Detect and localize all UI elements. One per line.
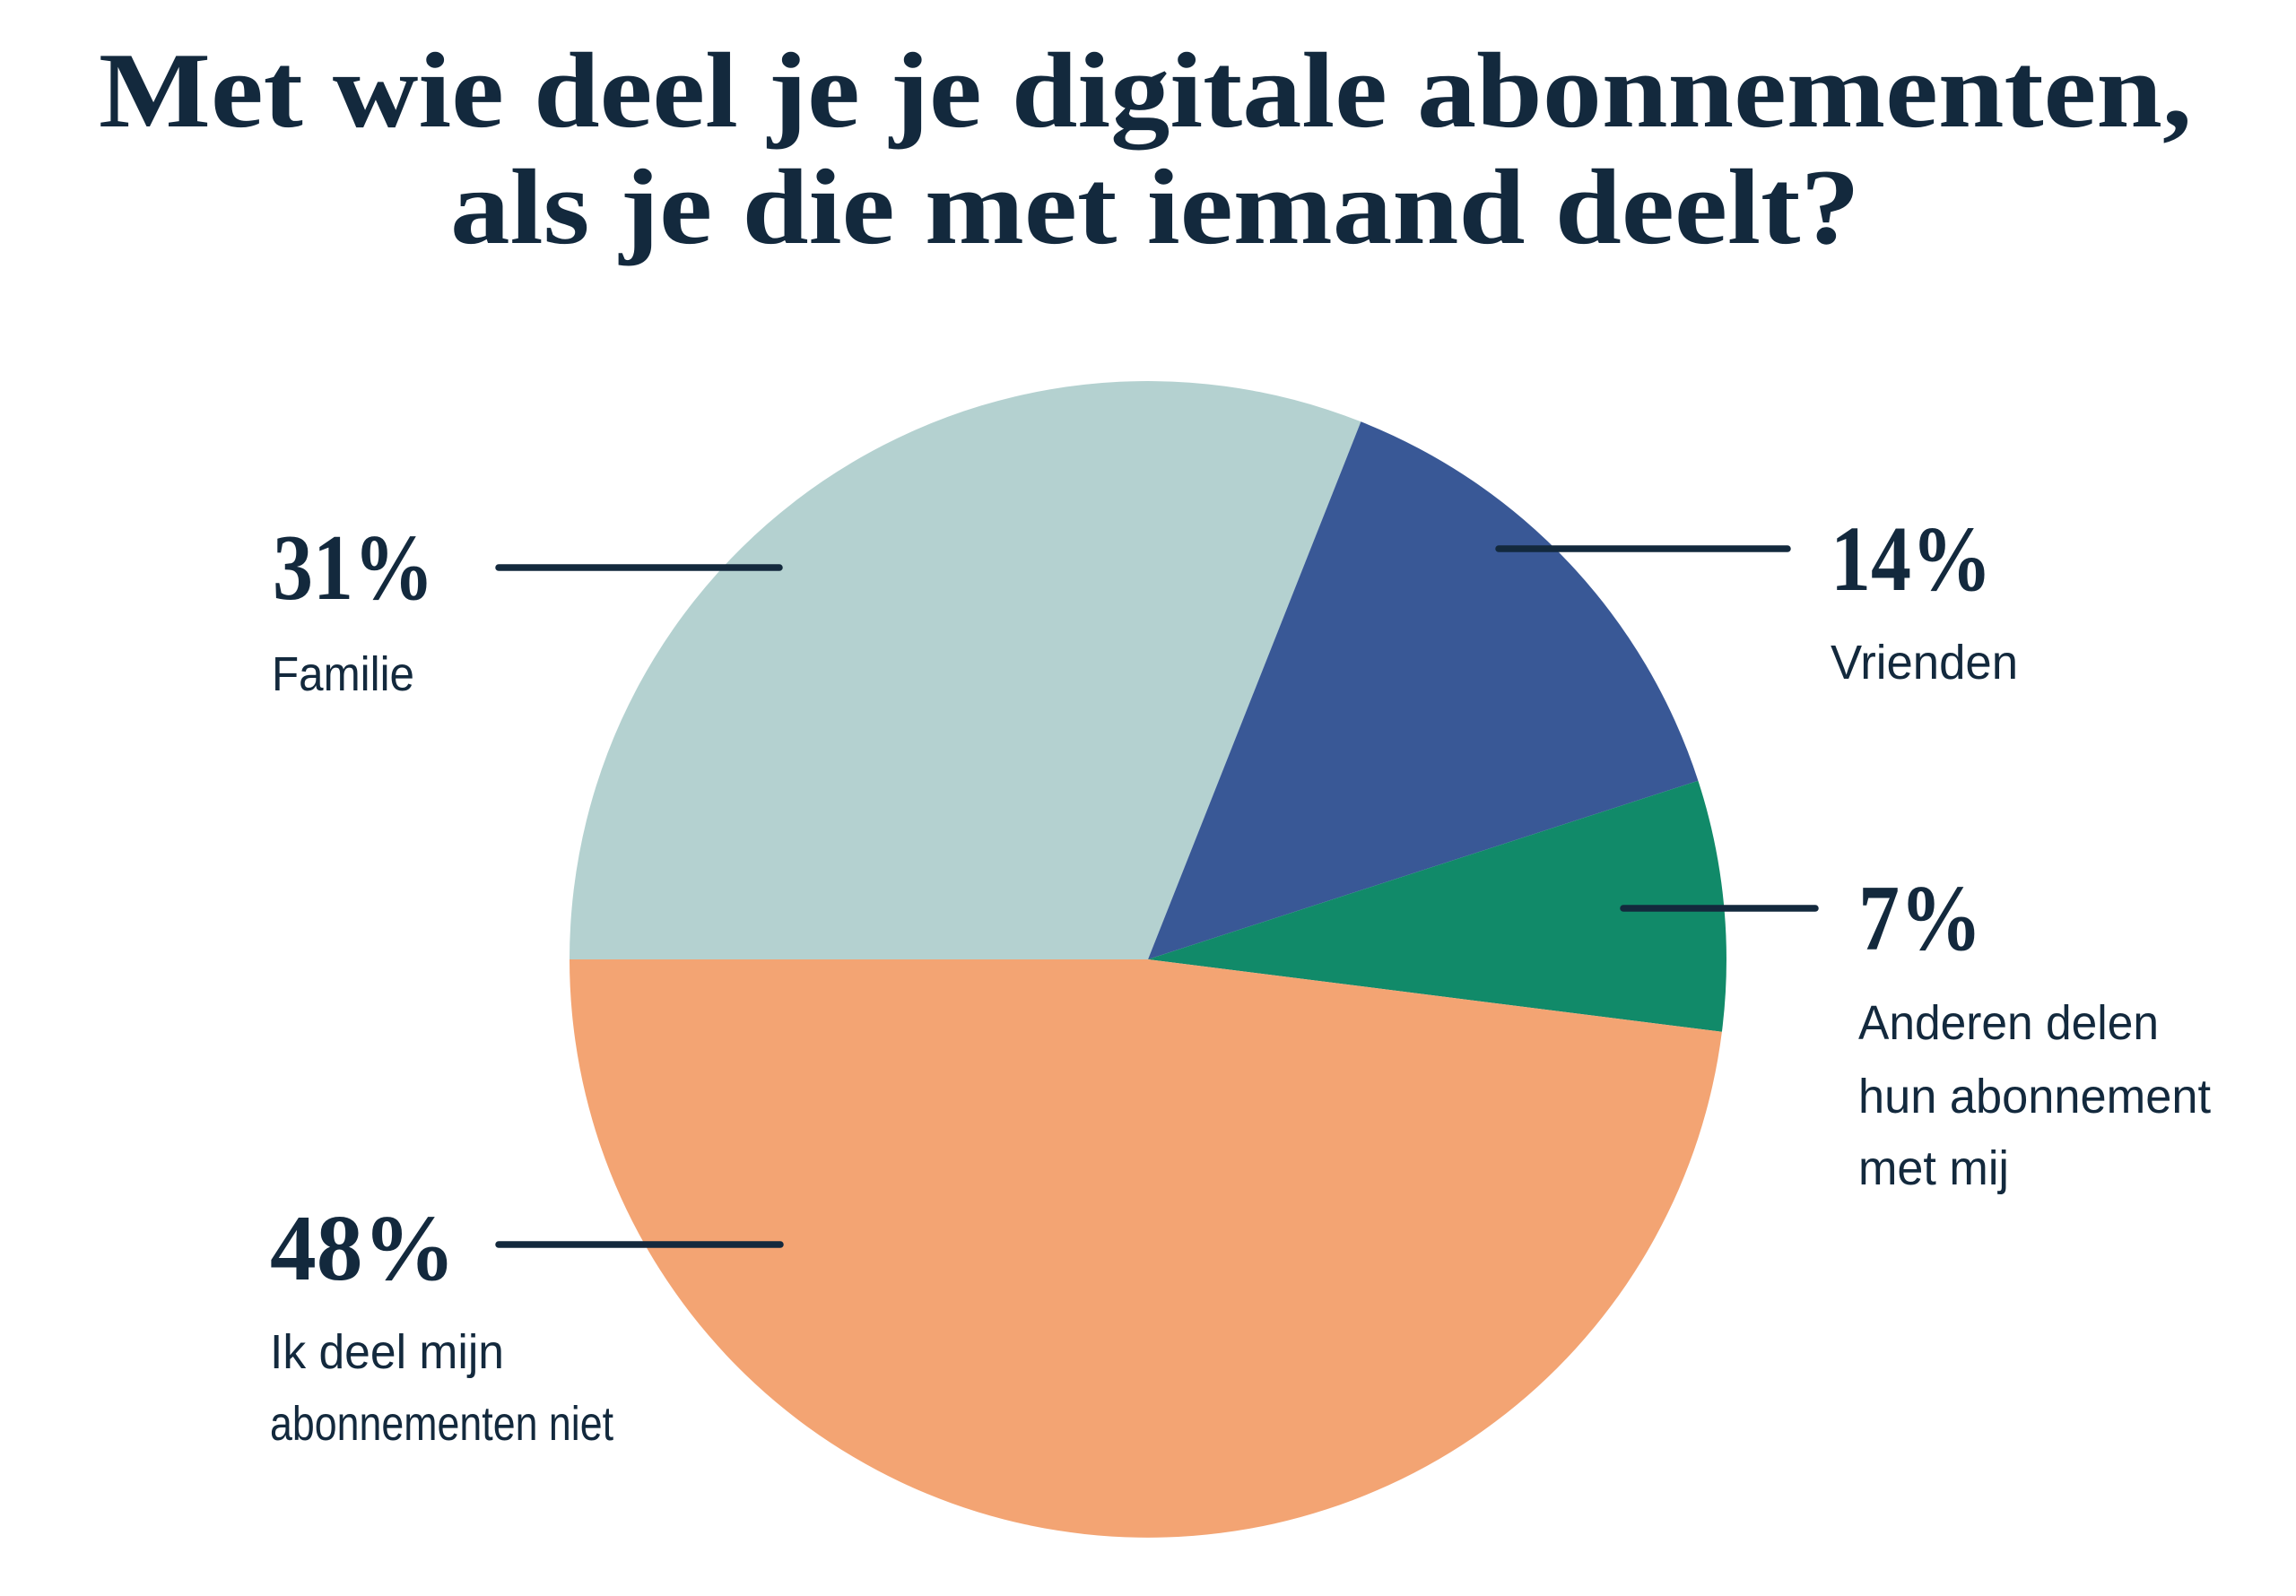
svg-text:abonnementen niet: abonnementen niet <box>270 1397 613 1451</box>
svg-text:48%: 48% <box>270 1195 456 1300</box>
svg-text:met mij: met mij <box>1858 1141 2009 1195</box>
svg-text:Ik deel mijn: Ik deel mijn <box>270 1325 504 1379</box>
svg-text:Vrienden: Vrienden <box>1831 636 2018 690</box>
svg-text:als je die met iemand deelt?: als je die met iemand deelt? <box>450 147 1860 266</box>
svg-text:hun abonnement: hun abonnement <box>1858 1070 2211 1123</box>
svg-text:Anderen delen: Anderen delen <box>1858 996 2159 1050</box>
svg-text:Met wie deel je je digitale ab: Met wie deel je je digitale abonnementen… <box>99 30 2192 151</box>
svg-text:7%: 7% <box>1858 865 1982 970</box>
svg-text:14%: 14% <box>1831 507 1992 611</box>
svg-text:31%: 31% <box>273 515 434 620</box>
svg-text:Familie: Familie <box>272 647 414 701</box>
